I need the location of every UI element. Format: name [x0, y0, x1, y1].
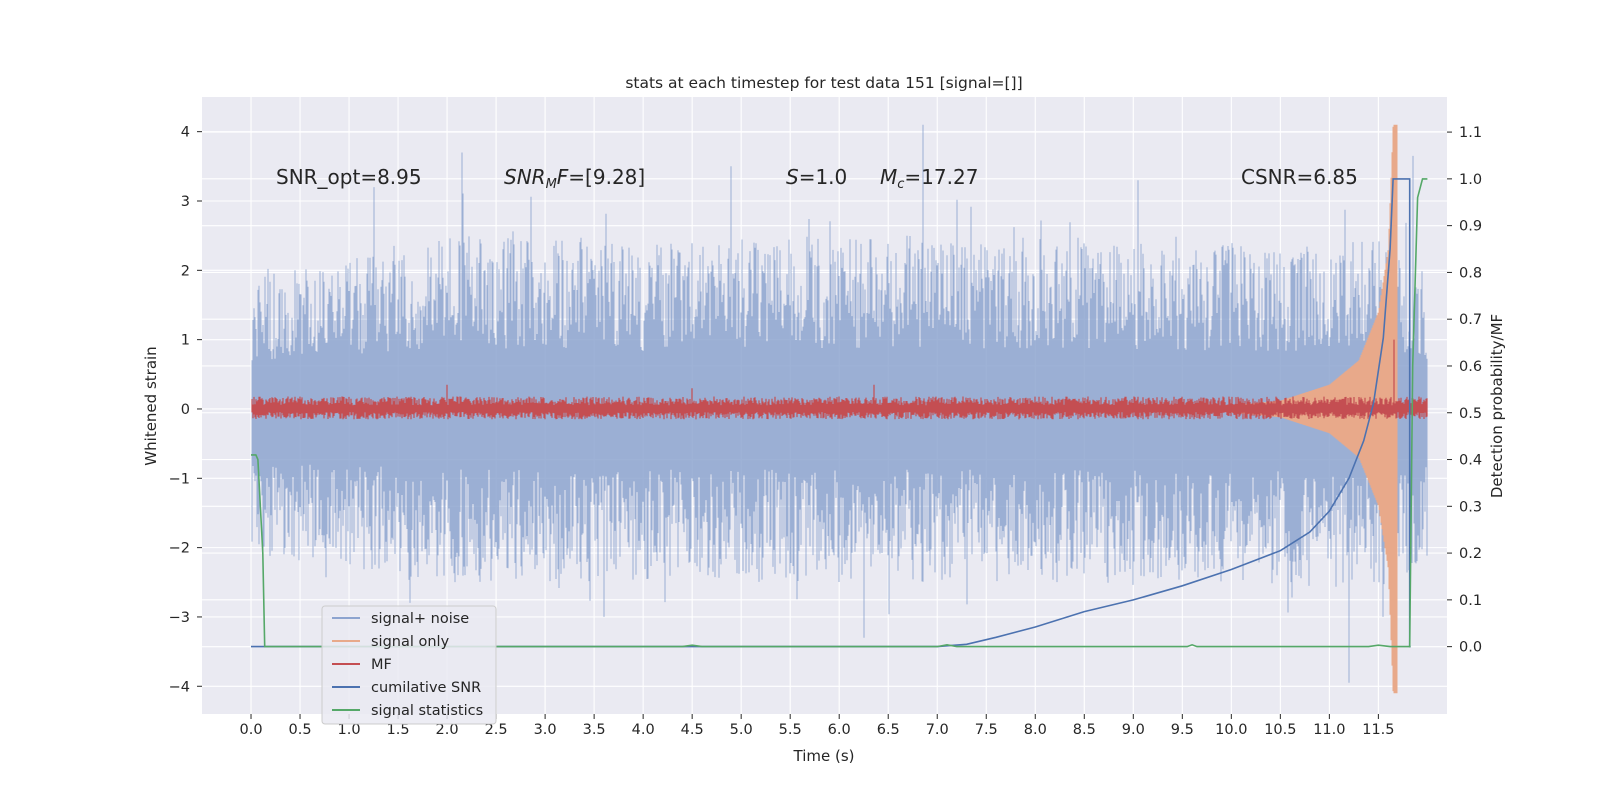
y2-tick-label: 0.0: [1459, 640, 1482, 656]
mf-series: [251, 339, 1428, 420]
y2-tick-label: 1.1: [1459, 125, 1482, 141]
x-tick-label: 4.5: [681, 722, 704, 738]
y2-tick-label: 0.7: [1459, 312, 1482, 328]
legend-label-signal-noise: signal+ noise: [371, 611, 469, 627]
annotation-snr-opt: SNR_opt=8.95: [276, 165, 422, 189]
x-tick-label: 3.5: [583, 722, 606, 738]
signal-statistics-series: [251, 178, 1428, 648]
x-tick-label: 4.0: [632, 722, 655, 738]
x-tick-label: 9.5: [1171, 722, 1194, 738]
y-tick-label: 1: [181, 333, 190, 349]
x-tick-label: 8.0: [1024, 722, 1047, 738]
legend-label-mf: MF: [371, 657, 392, 673]
x-tick-label: 1.0: [338, 722, 361, 738]
y-tick-label: 2: [181, 263, 190, 279]
y2-axis-label: Detection probability/MF: [1488, 314, 1506, 498]
x-tick-label: 6.5: [877, 722, 900, 738]
y2-axis-ticks: 1.1 1.0 0.9 0.8 0.7 0.6 0.5 0.4 0.3 0.2 0.1 0.0: [1447, 125, 1482, 656]
x-tick-label: 7.5: [975, 722, 998, 738]
x-tick-label: 10.0: [1215, 722, 1247, 738]
legend-box: [321, 605, 497, 725]
y-tick-label: 4: [181, 125, 190, 141]
y2-tick-label: 0.1: [1459, 593, 1482, 609]
legend-label-signal-statistics: signal statistics: [371, 703, 483, 719]
annotation-csnr: CSNR=6.85: [1241, 165, 1358, 189]
x-tick-label: 1.5: [387, 722, 410, 738]
annotation-mc: Mc=17.27: [880, 165, 978, 192]
x-tick-label: 6.0: [828, 722, 851, 738]
x-tick-label: 2.5: [485, 722, 508, 738]
cumulative-snr-series: [251, 178, 1411, 648]
y2-tick-label: 0.3: [1459, 499, 1482, 515]
x-axis-label: Time (s): [793, 747, 855, 765]
x-tick-label: 5.5: [779, 722, 802, 738]
x-tick-label: 10.5: [1264, 722, 1296, 738]
x-tick-label: 2.0: [436, 722, 459, 738]
x-tick-label: 0.0: [239, 722, 262, 738]
annotation-snr-mf: SNRMF=[9.28]: [504, 165, 645, 192]
y-tick-label: −3: [169, 610, 190, 626]
x-tick-label: 5.0: [730, 722, 753, 738]
x-tick-label: 0.5: [289, 722, 312, 738]
y-axis-ticks: 4 3 2 1 0 −1 −2 −3 −4: [169, 125, 202, 695]
y-tick-label: 3: [181, 194, 190, 210]
annotation-s: S=1.0: [786, 165, 847, 189]
y2-tick-label: 1.0: [1459, 172, 1482, 188]
x-axis-ticks: 0.0 0.5 1.0 1.5 2.0 2.5 3.0 3.5 4.0 4.5 5.0 5.5 6.0 6…: [239, 714, 1395, 738]
y2-tick-label: 0.4: [1459, 453, 1482, 469]
x-tick-label: 9.0: [1122, 722, 1145, 738]
y-tick-label: 0: [181, 402, 190, 418]
x-tick-label: 3.0: [534, 722, 557, 738]
y2-tick-label: 0.9: [1459, 219, 1482, 235]
y-tick-label: −4: [169, 679, 190, 695]
y-tick-label: −1: [169, 471, 190, 487]
legend-label-signal-only: signal only: [371, 634, 450, 650]
x-tick-label: 11.0: [1313, 722, 1345, 738]
x-tick-label: 8.5: [1073, 722, 1096, 738]
series-layer: [251, 124, 1428, 694]
y-axis-label: Whitened strain: [142, 346, 160, 465]
y2-tick-label: 0.6: [1459, 359, 1482, 375]
y-tick-label: −2: [169, 541, 190, 557]
y2-tick-label: 0.8: [1459, 265, 1482, 281]
y2-tick-label: 0.2: [1459, 546, 1482, 562]
x-tick-label: 11.5: [1362, 722, 1394, 738]
x-tick-label: 7.0: [926, 722, 949, 738]
legend-label-cumulative-snr: cumilative SNR: [371, 680, 481, 696]
y2-tick-label: 0.5: [1459, 406, 1482, 422]
legend: signal+ noise signal only MF cumilative …: [321, 605, 497, 725]
chart-title: stats at each timestep for test data 151…: [625, 74, 1022, 92]
